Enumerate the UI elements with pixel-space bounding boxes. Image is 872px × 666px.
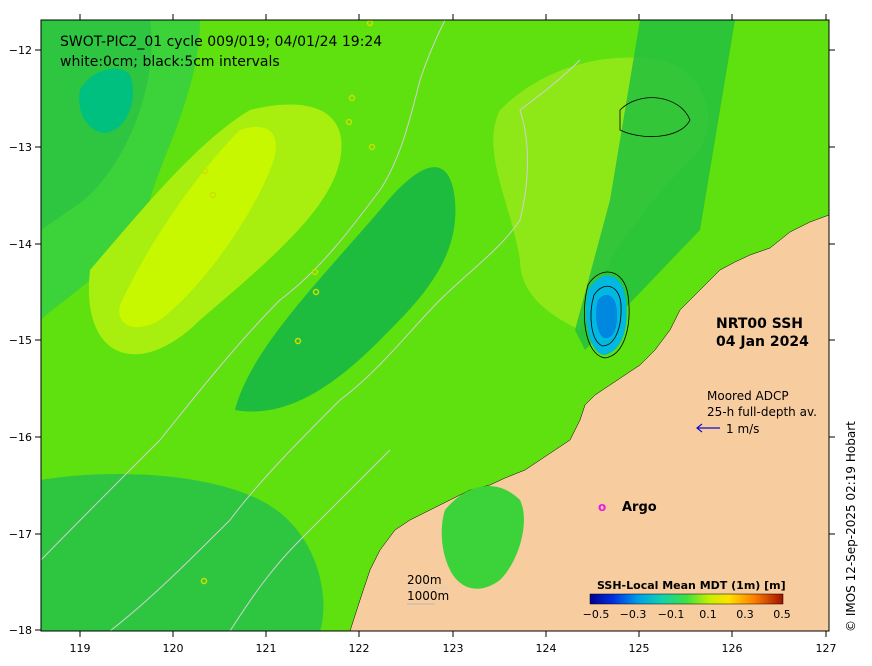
x-tick-label: 120 <box>163 642 184 655</box>
x-tick-label: 122 <box>349 642 370 655</box>
y-axis <box>35 49 835 631</box>
x-tick-label: 127 <box>816 642 837 655</box>
colorbar-tick-label: −0.5 <box>583 608 610 621</box>
gulf-water <box>441 486 524 589</box>
map-title-line2: white:0cm; black:5cm intervals <box>60 54 280 70</box>
argo-label: Argo <box>622 500 657 515</box>
product-date: 04 Jan 2024 <box>716 334 809 350</box>
y-tick-labels: −12 −13 −14 −15 −16 −17 −18 <box>9 44 32 637</box>
x-tick-label: 121 <box>256 642 277 655</box>
x-tick-label: 119 <box>70 642 91 655</box>
ssh-region-low-west <box>79 68 134 133</box>
colorbar-tick-label: −0.3 <box>620 608 647 621</box>
swot-swath <box>575 20 735 350</box>
colorbar-tick-label: 0.3 <box>736 608 754 621</box>
argo-marker-icon: o <box>598 500 606 514</box>
plot-frame <box>40 19 830 632</box>
ssh-low-eddy-core <box>596 294 618 339</box>
y-tick-label: −17 <box>9 528 32 541</box>
adcp-subtitle: 25-h full-depth av. <box>707 405 817 419</box>
ssh-region-high-core <box>119 126 276 328</box>
isobath-label-200m: 200m <box>407 573 442 587</box>
adcp-title: Moored ADCP <box>707 389 789 403</box>
ssh-region-trough <box>235 167 456 412</box>
y-tick-label: −14 <box>9 238 32 251</box>
colorbar-title: SSH-Local Mean MDT (1m) [m] <box>597 579 786 592</box>
x-tick-label: 126 <box>722 642 743 655</box>
ssh-contours <box>583 97 691 359</box>
y-tick-label: −16 <box>9 431 32 444</box>
y-tick-label: −13 <box>9 141 32 154</box>
x-tick-label: 123 <box>443 642 464 655</box>
colorbar-tick-labels: −0.5 −0.3 −0.1 0.1 0.3 0.5 <box>583 608 791 621</box>
x-axis <box>79 14 827 637</box>
y-tick-label: −12 <box>9 44 32 57</box>
map-title-line1: SWOT-PIC2_01 cycle 009/019; 04/01/24 19:… <box>60 34 382 50</box>
adcp-scale-label: 1 m/s <box>726 422 759 436</box>
adcp-scale-arrow-icon <box>696 423 720 433</box>
ssh-region-south <box>41 474 324 631</box>
reef-markers <box>200 20 376 585</box>
isobath-lines <box>41 20 581 631</box>
colorbar-tick-label: 0.5 <box>773 608 791 621</box>
x-tick-labels: 119 120 121 122 123 124 125 126 127 <box>70 642 837 655</box>
x-tick-label: 124 <box>536 642 557 655</box>
y-tick-label: −15 <box>9 334 32 347</box>
colorbar <box>589 593 784 605</box>
product-name: NRT00 SSH <box>716 316 803 332</box>
isobath-label-1000m: 1000m <box>407 589 449 603</box>
map-panel <box>41 20 829 631</box>
copyright-credit: © IMOS 12-Sep-2025 02:19 Hobart <box>844 421 858 632</box>
colorbar-tick-label: 0.1 <box>699 608 717 621</box>
x-tick-label: 125 <box>629 642 650 655</box>
colorbar-tick-label: −0.1 <box>658 608 685 621</box>
y-tick-label: −18 <box>9 624 32 637</box>
